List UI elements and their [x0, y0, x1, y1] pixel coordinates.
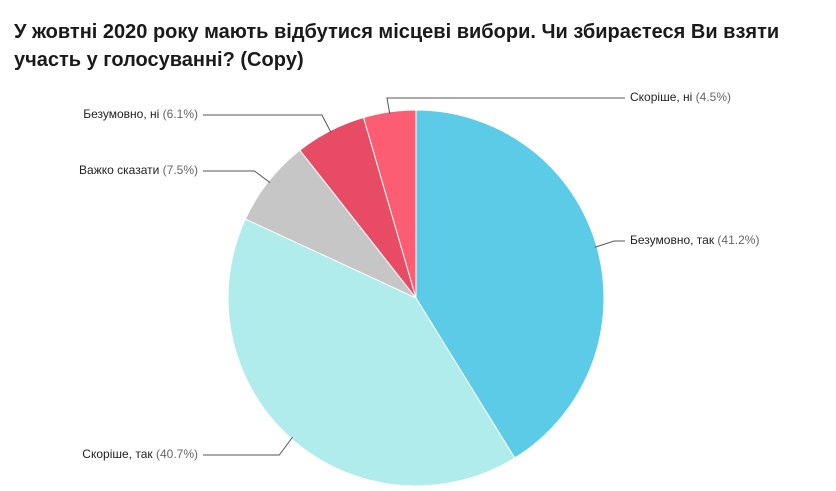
- slice-name: Безумовно, ні: [83, 107, 159, 121]
- slice-value: (4.5%): [696, 90, 731, 104]
- slice-value: (6.1%): [163, 107, 198, 121]
- slice-name: Скоріше, ні: [630, 90, 692, 104]
- slice-name: Важко сказати: [79, 163, 159, 177]
- leader-line: [386, 97, 625, 114]
- slice-label: Безумовно, так (41.2%): [630, 233, 759, 247]
- slice-value: (40.7%): [156, 447, 198, 461]
- leader-line: [594, 240, 625, 248]
- slice-name: Скоріше, так: [82, 447, 153, 461]
- slice-label: Важко сказати (7.5%): [79, 163, 198, 177]
- slice-value: (41.2%): [717, 233, 759, 247]
- slice-name: Безумовно, так: [630, 233, 715, 247]
- slice-value: (7.5%): [163, 163, 198, 177]
- slice-label: Безумовно, ні (6.1%): [83, 107, 198, 121]
- slice-label: Скоріше, ні (4.5%): [630, 90, 731, 104]
- leader-line: [203, 114, 332, 133]
- leader-line: [203, 436, 293, 456]
- leader-line: [203, 170, 271, 184]
- chart-title: У жовтні 2020 року мають відбутися місце…: [14, 21, 780, 71]
- slice-label: Скоріше, так (40.7%): [82, 447, 198, 461]
